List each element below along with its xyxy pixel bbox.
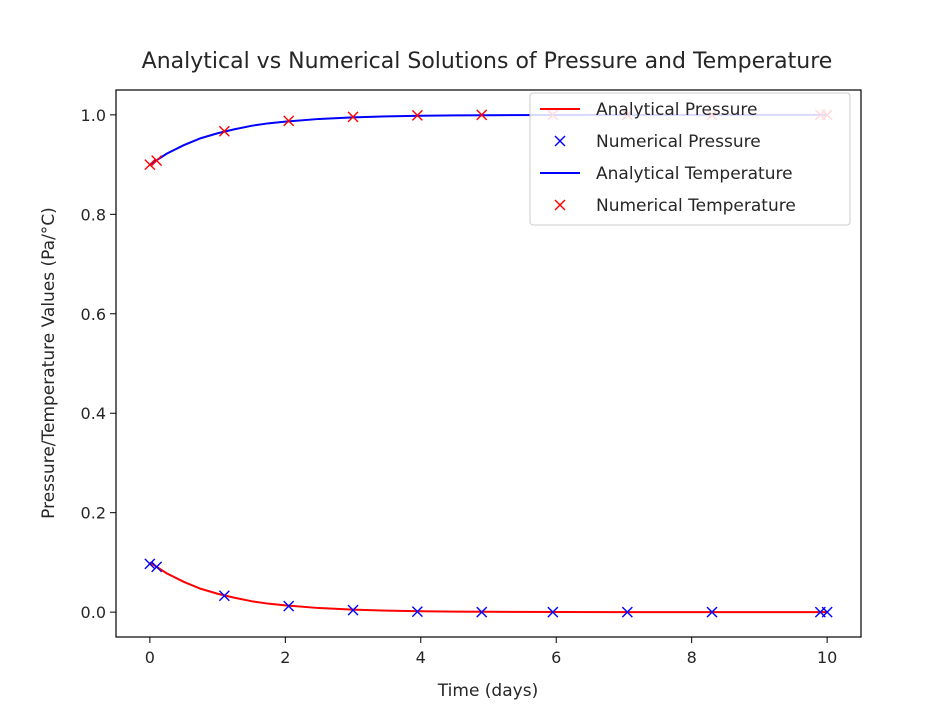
legend-label: Numerical Pressure xyxy=(596,132,761,152)
y-tick-label: 0.4 xyxy=(81,404,106,423)
y-tick-label: 0.2 xyxy=(81,504,106,523)
x-tick-label: 10 xyxy=(817,648,837,667)
series-2-point xyxy=(347,604,359,616)
series-2-point xyxy=(283,600,295,612)
series-4-point xyxy=(144,159,156,171)
x-tick-label: 2 xyxy=(280,648,290,667)
axes-frame xyxy=(115,89,862,638)
x-tick-label: 8 xyxy=(687,648,697,667)
series-4-point xyxy=(411,109,423,121)
x-axis-label: Time (days) xyxy=(437,681,538,701)
series-2-point xyxy=(144,558,156,570)
series-2-point xyxy=(621,606,633,618)
y-tick-label: 0.0 xyxy=(81,603,106,622)
legend: Analytical Pressure Numerical Pressure Ana… xyxy=(529,92,851,226)
legend-swatch xyxy=(554,135,566,147)
series-2-point xyxy=(411,606,423,618)
y-tick-label: 1.0 xyxy=(81,106,106,125)
series-2-point xyxy=(706,606,718,618)
series-2-point xyxy=(547,606,559,618)
legend-label: Analytical Temperature xyxy=(596,164,793,184)
legend-swatch xyxy=(554,199,566,211)
legend-label: Numerical Temperature xyxy=(596,196,796,216)
legend-label: Analytical Pressure xyxy=(596,100,757,120)
series-4-point xyxy=(283,115,295,127)
x-tick-label: 0 xyxy=(145,648,155,667)
series-4-point xyxy=(347,111,359,123)
y-axis-label: Pressure/Temperature Values (Pa/°C) xyxy=(39,207,59,519)
legend-box xyxy=(529,92,851,226)
plot-area xyxy=(144,109,833,618)
x-tick-label: 6 xyxy=(551,648,561,667)
series-4-point xyxy=(218,125,230,137)
y-tick-label: 0.8 xyxy=(81,205,106,224)
chart-title: Analytical vs Numerical Solutions of Pre… xyxy=(142,49,833,74)
series-2-point xyxy=(821,606,833,618)
x-tick-label: 4 xyxy=(416,648,426,667)
series-4-point xyxy=(476,109,488,121)
series-2-point xyxy=(476,606,488,618)
y-tick-label: 0.6 xyxy=(81,305,106,324)
series-4-point xyxy=(151,155,163,167)
axis-ticks: 0 2 4 6 8 10 0.0 0.2 0.4 0.6 0.8 1.0 xyxy=(81,106,838,667)
series-2-point xyxy=(151,561,163,573)
series-2-point xyxy=(218,590,230,602)
series-line-1 xyxy=(149,561,828,614)
